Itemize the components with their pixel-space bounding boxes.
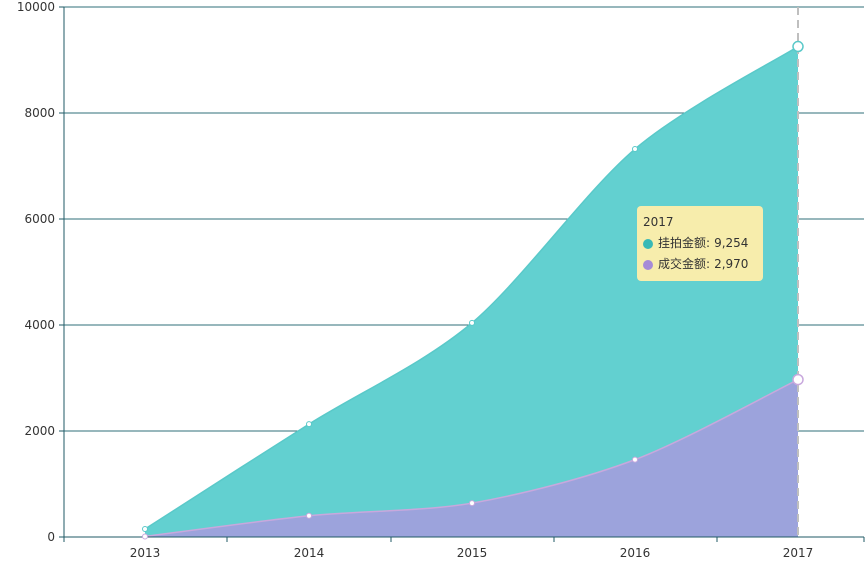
series-2-point[interactable] bbox=[632, 456, 638, 463]
series-2-area bbox=[145, 379, 798, 537]
data-points[interactable] bbox=[142, 40, 804, 540]
tooltip-row-label: 挂拍金额 bbox=[658, 236, 707, 250]
tooltip-row-value: 2,970 bbox=[714, 257, 749, 271]
tooltip-row-label: 成交金额 bbox=[658, 257, 707, 271]
series-1-point[interactable] bbox=[142, 526, 148, 533]
series-1-point[interactable] bbox=[469, 319, 475, 326]
tooltip-row-deal-amount: 成交金额 : 2,970 bbox=[643, 254, 757, 275]
tooltip-title: 2017 bbox=[643, 215, 674, 229]
tooltip: 2017 挂拍金额 : 9,254 成交金额 : 2,970 bbox=[637, 206, 763, 281]
series-1-area bbox=[145, 46, 798, 538]
tooltip-row-separator: : bbox=[706, 236, 711, 250]
series-2-dot-icon bbox=[643, 259, 653, 270]
y-tick-label: 8000 bbox=[24, 106, 55, 120]
series-1-dot-icon bbox=[643, 238, 653, 249]
series-1-point[interactable] bbox=[306, 421, 312, 428]
x-tick-label: 2013 bbox=[130, 546, 161, 560]
axes bbox=[59, 6, 865, 542]
series-2-point[interactable] bbox=[469, 500, 475, 507]
series-areas bbox=[144, 45, 799, 538]
series-1-point[interactable] bbox=[792, 40, 804, 53]
x-tick-label: 2016 bbox=[620, 546, 651, 560]
series-1-point[interactable] bbox=[632, 146, 638, 153]
y-tick-label: 4000 bbox=[24, 318, 55, 332]
x-tick-label: 2015 bbox=[457, 546, 488, 560]
series-2-point[interactable] bbox=[306, 512, 312, 519]
y-tick-label: 6000 bbox=[24, 212, 55, 226]
y-tick-label: 2000 bbox=[24, 424, 55, 438]
tooltip-row-value: 9,254 bbox=[714, 236, 749, 250]
x-tick-label: 2017 bbox=[783, 546, 814, 560]
series-2-point[interactable] bbox=[142, 533, 148, 540]
tooltip-row-listing-amount: 挂拍金额 : 9,254 bbox=[643, 233, 757, 254]
tick-labels: 0 2000 4000 6000 8000 10000 2013 2014 2015 2016 20… bbox=[17, 0, 813, 560]
x-tick-label: 2014 bbox=[294, 546, 325, 560]
series-2-point[interactable] bbox=[792, 373, 804, 386]
tooltip-row-separator: : bbox=[706, 257, 711, 271]
y-tick-label: 0 bbox=[47, 530, 55, 544]
y-tick-label: 10000 bbox=[17, 0, 55, 14]
